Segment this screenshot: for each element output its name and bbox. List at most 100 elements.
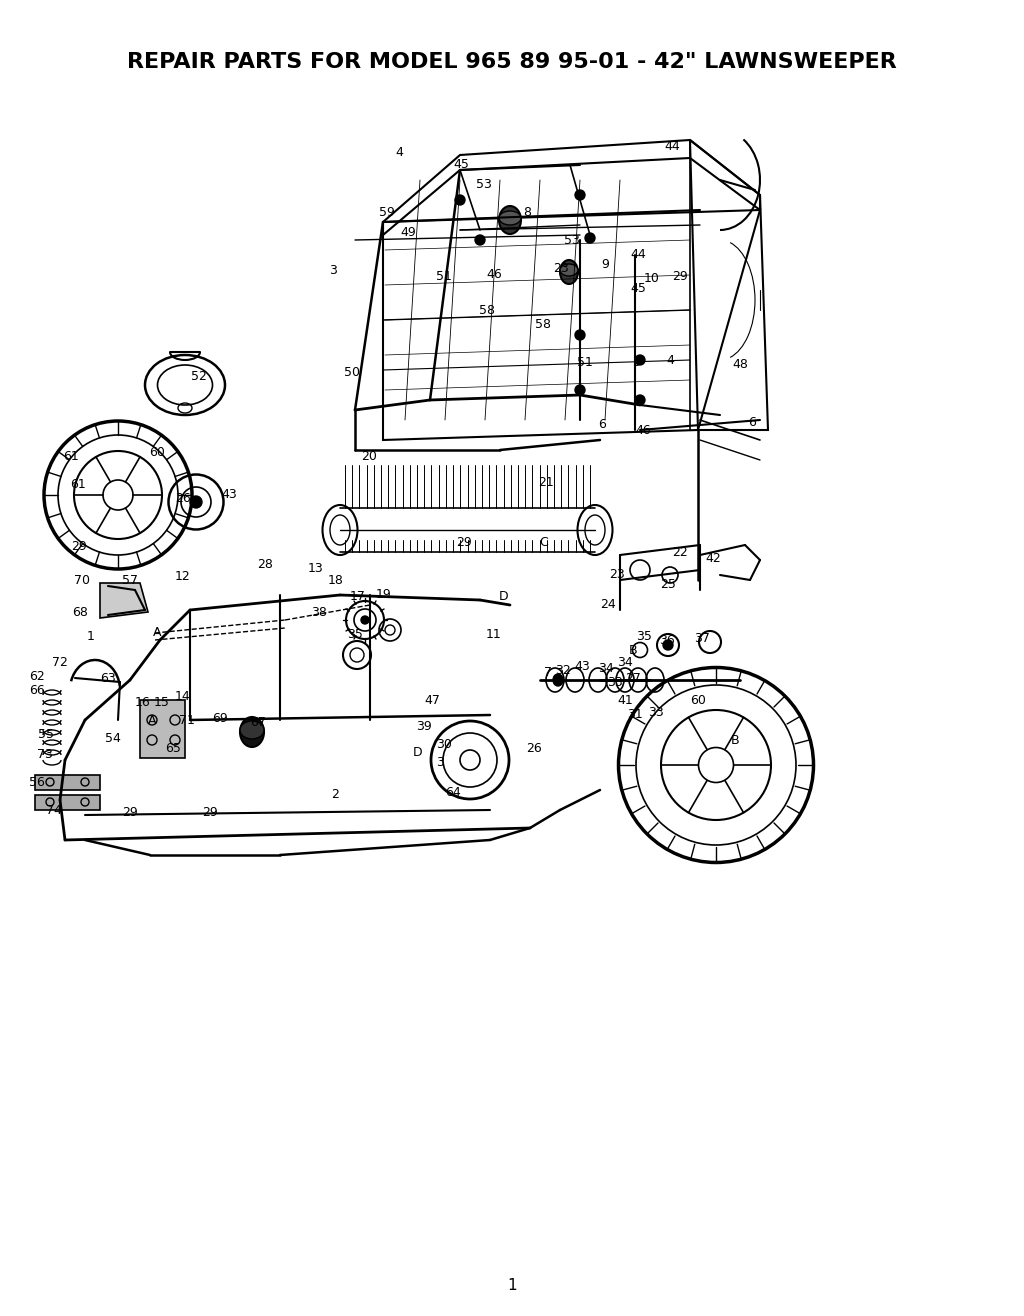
Ellipse shape: [361, 616, 369, 624]
Text: 48: 48: [732, 358, 748, 371]
Circle shape: [635, 355, 645, 365]
Text: C: C: [540, 537, 549, 550]
Text: 39: 39: [416, 720, 432, 733]
Text: 51: 51: [578, 355, 593, 368]
Text: 26: 26: [526, 741, 542, 754]
Text: 69: 69: [212, 712, 228, 725]
Text: 59: 59: [379, 207, 395, 220]
Text: 18: 18: [328, 574, 344, 587]
Text: 17: 17: [350, 590, 366, 603]
Text: 60: 60: [690, 694, 706, 707]
Text: 26: 26: [175, 491, 190, 504]
Text: 12: 12: [175, 570, 190, 583]
Text: 20: 20: [361, 450, 377, 462]
Text: 44: 44: [665, 141, 680, 154]
Text: 58: 58: [535, 318, 551, 332]
Text: 34: 34: [598, 662, 613, 675]
Text: 29: 29: [672, 270, 688, 283]
Text: 52: 52: [191, 371, 207, 383]
Circle shape: [575, 330, 585, 340]
Text: 61: 61: [70, 478, 86, 491]
Text: 65: 65: [165, 741, 181, 754]
Text: 34: 34: [617, 657, 633, 670]
Text: 4: 4: [395, 146, 402, 158]
Text: 71: 71: [179, 715, 195, 728]
Text: 6: 6: [598, 418, 606, 432]
Ellipse shape: [560, 265, 578, 276]
Text: 45: 45: [630, 282, 646, 295]
Text: 15: 15: [154, 696, 170, 709]
Text: 67: 67: [250, 716, 266, 729]
Text: 19: 19: [376, 587, 392, 600]
Text: 9: 9: [601, 258, 609, 271]
Text: 35: 35: [347, 629, 362, 641]
Text: 23: 23: [609, 567, 625, 580]
Text: 10: 10: [644, 271, 659, 284]
Text: 70: 70: [74, 574, 90, 587]
Text: 50: 50: [344, 366, 360, 379]
Text: 31: 31: [627, 708, 643, 720]
Text: 4: 4: [666, 354, 674, 366]
Text: 49: 49: [400, 226, 416, 240]
Text: 16: 16: [135, 695, 151, 708]
Text: 53: 53: [564, 233, 580, 246]
Text: 66: 66: [29, 683, 45, 696]
Text: 63: 63: [100, 671, 116, 684]
Text: 73: 73: [37, 749, 53, 762]
Text: 7: 7: [544, 666, 552, 679]
Text: 42: 42: [706, 551, 721, 565]
Text: 74: 74: [46, 804, 61, 816]
Text: 2: 2: [331, 788, 339, 801]
Polygon shape: [35, 775, 100, 790]
Text: 68: 68: [72, 607, 88, 620]
Circle shape: [575, 386, 585, 395]
Ellipse shape: [190, 496, 202, 508]
Text: 24: 24: [600, 599, 615, 612]
Text: 1: 1: [87, 630, 95, 644]
Text: 60: 60: [150, 446, 165, 458]
Text: 29: 29: [202, 805, 218, 819]
Text: 29: 29: [71, 541, 87, 554]
Text: 37: 37: [694, 633, 710, 646]
Text: 13: 13: [308, 562, 324, 575]
Text: 41: 41: [617, 694, 633, 707]
Text: 43: 43: [574, 659, 590, 672]
Text: 35: 35: [636, 630, 652, 644]
Text: 36: 36: [659, 634, 675, 647]
Text: 64: 64: [445, 786, 461, 799]
Text: 46: 46: [635, 424, 651, 437]
Text: 29: 29: [122, 805, 138, 819]
Text: 47: 47: [424, 694, 440, 707]
Text: 56: 56: [29, 776, 45, 790]
Text: 51: 51: [436, 271, 452, 283]
Ellipse shape: [663, 640, 673, 650]
Ellipse shape: [240, 717, 264, 747]
Text: 3: 3: [329, 265, 337, 278]
Text: 58: 58: [479, 304, 495, 317]
Text: 3: 3: [632, 355, 640, 368]
Ellipse shape: [240, 721, 264, 740]
Text: 29: 29: [456, 537, 472, 550]
Text: REPAIR PARTS FOR MODEL 965 89 95-01 - 42" LAWNSWEEPER: REPAIR PARTS FOR MODEL 965 89 95-01 - 42…: [127, 53, 897, 72]
Text: D: D: [414, 746, 423, 759]
Text: 45: 45: [453, 158, 469, 171]
Text: 61: 61: [63, 450, 79, 462]
Polygon shape: [100, 583, 148, 619]
Text: 32: 32: [555, 665, 570, 678]
Text: 28: 28: [257, 558, 273, 571]
Polygon shape: [35, 795, 100, 811]
Text: 14: 14: [175, 691, 190, 704]
Text: B: B: [731, 733, 739, 746]
Text: 6: 6: [749, 416, 756, 429]
Ellipse shape: [560, 261, 578, 284]
Circle shape: [575, 190, 585, 200]
Text: 11: 11: [486, 629, 502, 641]
Text: 54: 54: [105, 732, 121, 745]
Circle shape: [635, 395, 645, 405]
Polygon shape: [140, 700, 185, 758]
Text: 53: 53: [476, 179, 492, 192]
Ellipse shape: [499, 211, 521, 225]
Text: D: D: [499, 591, 509, 604]
Text: 44: 44: [630, 249, 646, 262]
Text: 55: 55: [38, 728, 54, 741]
